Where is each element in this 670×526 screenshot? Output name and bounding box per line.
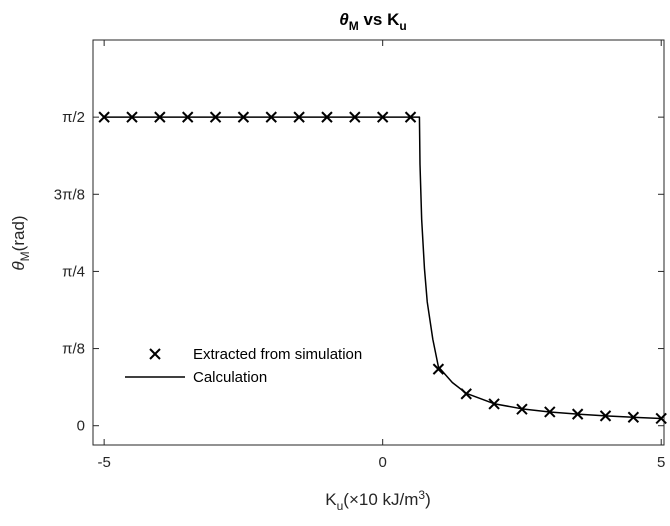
- plot-frame: [92, 39, 665, 446]
- x-axis-title: Ku(×10 kJ/m3): [325, 488, 431, 513]
- y-tick-label-4: π/2: [62, 109, 85, 126]
- axis-tick-labels: -5 0 5 0 π/8 π/4 3π/8 π/2: [54, 109, 666, 471]
- data-point-simulation-1: [126, 111, 138, 123]
- data-point-simulation-15: [516, 403, 528, 415]
- legend-label-calculation: Calculation: [193, 369, 267, 386]
- data-point-simulation-16: [544, 406, 556, 418]
- x-tick-label-0: -5: [97, 454, 110, 471]
- title-theta-sub: M: [349, 19, 359, 33]
- data-point-simulation-3: [181, 111, 194, 123]
- data-point-simulation-0: [98, 111, 110, 123]
- x-tick-label-2: 5: [657, 454, 665, 471]
- data-point-simulation-5: [237, 111, 250, 123]
- legend-label-simulation: Extracted from simulation: [193, 346, 362, 363]
- data-point-simulation-4: [209, 111, 222, 123]
- chart-title: θM vs Ku: [339, 10, 406, 33]
- y-axis-title: θM(rad): [9, 215, 32, 270]
- data-point-simulation-2: [154, 111, 166, 123]
- x-tick-label-1: 0: [379, 454, 387, 471]
- series-layer: [98, 111, 667, 425]
- data-point-simulation-14: [488, 398, 500, 410]
- axis-ticks: [93, 40, 664, 445]
- y-tick-label-2: π/4: [62, 263, 85, 280]
- data-point-simulation-8: [321, 111, 333, 123]
- y-tick-label-1: π/8: [62, 341, 85, 358]
- data-point-simulation-6: [265, 111, 277, 123]
- data-point-simulation-7: [293, 111, 305, 123]
- data-point-simulation-17: [571, 408, 584, 420]
- data-point-simulation-13: [460, 388, 472, 400]
- data-point-simulation-20: [655, 412, 667, 425]
- series-line-calculation: [104, 116, 662, 420]
- data-point-simulation-12: [432, 363, 445, 375]
- data-point-simulation-10: [376, 111, 389, 123]
- data-point-simulation-11: [404, 111, 417, 123]
- y-tick-label-0: 0: [77, 418, 85, 435]
- title-mid-sub: u: [399, 19, 406, 33]
- y-tick-label-3: 3π/8: [54, 186, 85, 203]
- data-point-simulation-18: [599, 410, 612, 422]
- data-point-simulation-9: [349, 111, 361, 123]
- data-point-simulation-19: [627, 411, 640, 423]
- legend-marker-simulation: [149, 348, 161, 360]
- legend: Extracted from simulation Calculation: [125, 346, 362, 386]
- title-theta: θ: [339, 10, 349, 29]
- title-mid: vs K: [359, 10, 400, 29]
